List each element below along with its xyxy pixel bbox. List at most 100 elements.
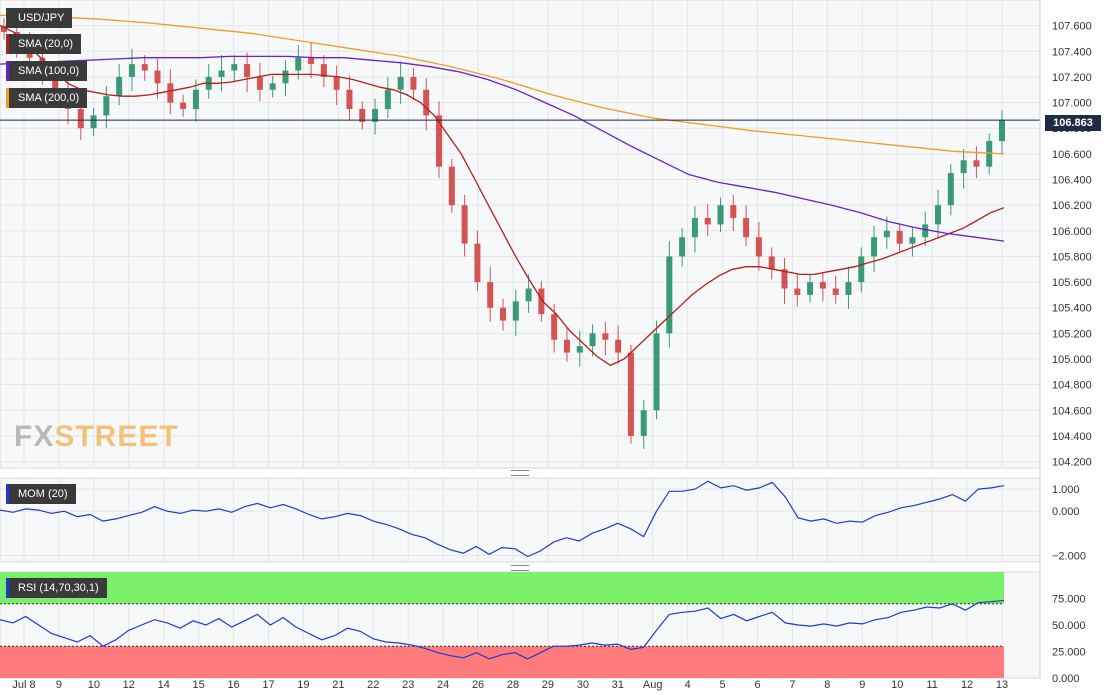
candle-body [973, 160, 980, 167]
candle-body [743, 217, 750, 238]
candle-body [128, 64, 135, 77]
y-tick-label: −2.000 [1052, 550, 1086, 562]
candle-body [717, 205, 724, 225]
x-tick-label: 10 [88, 679, 100, 691]
x-tick-label: Jul 8 [12, 679, 35, 691]
candle-body [679, 237, 686, 257]
candle-body [397, 76, 404, 90]
candle-body [487, 282, 494, 308]
x-tick-label: 31 [612, 679, 624, 691]
candle-body [935, 205, 942, 225]
candle-body [819, 282, 826, 289]
label-text: USD/JPY [18, 12, 65, 24]
y-tick-label: 104.600 [1052, 405, 1092, 417]
x-tick-label: 8 [824, 679, 830, 691]
x-tick-label: 21 [332, 679, 344, 691]
candle-body [551, 314, 558, 340]
y-tick-label: 75.000 [1052, 594, 1086, 606]
label-usdjpy[interactable]: USD/JPY [6, 8, 73, 28]
label-swatch [6, 61, 9, 81]
x-tick-label: 5 [720, 679, 726, 691]
main-panel-bg [0, 0, 1041, 469]
candle-body [640, 410, 647, 436]
x-tick-label: Aug [643, 679, 663, 691]
label-swatch [6, 88, 9, 108]
candle-body [1, 25, 7, 33]
y-tick-label: 104.400 [1052, 431, 1092, 443]
mom-line [0, 480, 1005, 558]
x-tick-label: 9 [859, 679, 865, 691]
candle-body [922, 224, 929, 238]
candle-body [77, 108, 84, 129]
x-tick-label: 12 [123, 679, 135, 691]
candle-body [320, 64, 327, 77]
candle-body [90, 115, 97, 129]
y-tick-label: 105.000 [1052, 354, 1092, 366]
label-sma20[interactable]: SMA (20,0) [6, 34, 82, 54]
candle-body [960, 160, 967, 174]
candle-body [768, 256, 775, 270]
y-tick-label: 0.000 [1052, 506, 1080, 518]
x-tick-label: 23 [402, 679, 414, 691]
y-tick-label: 1.000 [1052, 484, 1080, 496]
x-tick-label: 7 [789, 679, 795, 691]
candle-body [167, 83, 174, 103]
y-tick-label: 25.000 [1052, 647, 1086, 659]
candle-body [282, 70, 289, 84]
candle-body [845, 282, 852, 295]
candle-body [909, 237, 916, 244]
y-tick-label: 106.200 [1052, 200, 1092, 212]
label-sma200[interactable]: SMA (200,0) [6, 88, 88, 108]
candle-body [346, 89, 353, 109]
x-tick-label: 16 [227, 679, 239, 691]
candle-body [576, 346, 583, 353]
candle-body [269, 83, 276, 90]
x-tick-label: 12 [961, 679, 973, 691]
candle-body [525, 288, 532, 302]
candle-body [691, 217, 698, 238]
candle-body [244, 64, 251, 77]
label-rsi[interactable]: RSI (14,70,30,1) [6, 578, 107, 598]
candle-body [154, 70, 161, 84]
candle-body [883, 230, 890, 238]
y-tick-label: 105.600 [1052, 277, 1092, 289]
candle-body [423, 89, 430, 116]
label-text: SMA (200,0) [18, 92, 80, 104]
candle-body [807, 282, 814, 295]
candle-body [563, 339, 570, 353]
y-tick-label: 107.400 [1052, 46, 1092, 58]
x-tick-label: 13 [996, 679, 1008, 691]
label-swatch [6, 484, 9, 504]
rsi-overbought-zone [0, 572, 1004, 604]
candle-body [500, 307, 506, 321]
candle-body [359, 108, 366, 122]
fxstreet-logo: FXSTREET [14, 420, 179, 453]
sma-line [0, 25, 1005, 367]
y-tick-label: 107.000 [1052, 98, 1092, 110]
label-mom[interactable]: MOM (20) [6, 484, 76, 504]
candle-body [947, 173, 954, 206]
y-tick-label: 107.600 [1052, 21, 1092, 33]
candle-body [231, 64, 238, 71]
candle-body [180, 102, 187, 109]
rsi-line [0, 600, 1005, 660]
y-tick-label: 104.200 [1052, 457, 1092, 469]
label-sma100[interactable]: SMA (100,0) [6, 61, 88, 81]
x-tick-label: 14 [158, 679, 170, 691]
candle-body [858, 256, 865, 283]
panel-resize-handle[interactable] [511, 565, 529, 571]
x-tick-label: 22 [367, 679, 379, 691]
candle-body [448, 166, 455, 206]
candle-body [103, 96, 110, 116]
label-text: MOM (20) [18, 488, 68, 500]
y-tick-label: 105.800 [1052, 251, 1092, 263]
candle-body [192, 89, 199, 109]
candle-body [653, 333, 660, 411]
x-tick-label: 29 [542, 679, 554, 691]
y-tick-label: 106.400 [1052, 175, 1092, 187]
panel-resize-handle[interactable] [511, 470, 529, 476]
candle-body [538, 288, 545, 315]
label-text: SMA (100,0) [18, 65, 80, 77]
candle-body [333, 76, 340, 90]
x-tick-label: 30 [577, 679, 589, 691]
